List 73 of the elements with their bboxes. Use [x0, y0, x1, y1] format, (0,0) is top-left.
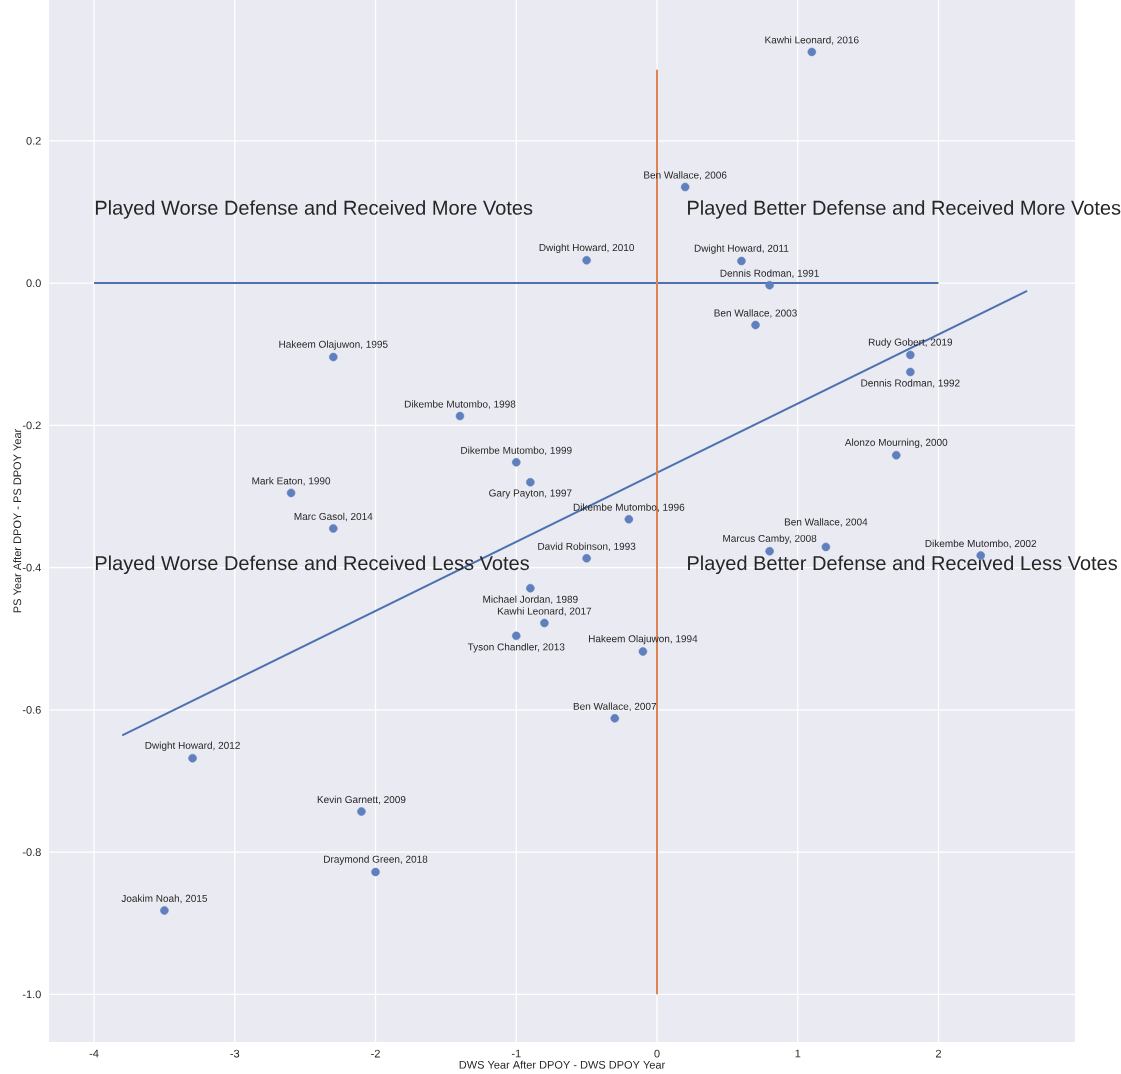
point	[737, 256, 746, 266]
point	[526, 477, 535, 487]
annotation: Dwight Howard, 2011	[694, 244, 789, 254]
y-tick-label: 0.0	[26, 279, 41, 287]
annotation: Hakeem Olajuwon, 1995	[279, 340, 388, 350]
point	[371, 867, 380, 877]
x-tick-label: -4	[89, 1049, 99, 1058]
annotation: Draymond Green, 2018	[324, 855, 428, 865]
annotation: Marc Gasol, 2014	[294, 512, 373, 522]
point	[511, 458, 521, 467]
y-tick-label: 0.2	[26, 136, 41, 145]
point	[582, 554, 591, 563]
x-tick-label: 2	[935, 1049, 941, 1058]
annotation: Dikembe Mutombo, 2002	[925, 539, 1037, 549]
annotation: Kawhi Leonard, 2016	[765, 36, 859, 45]
annotation: Dennis Rodman, 1992	[861, 379, 960, 388]
annotation: Played Worse Defense and Received More Votes	[95, 200, 533, 219]
y-tick-label: -0.6	[22, 705, 41, 714]
x-tick-label: 1	[795, 1049, 801, 1058]
point	[821, 542, 831, 552]
annotation: Mark Eaton, 1990	[252, 477, 331, 486]
point	[610, 714, 620, 723]
x-tick-label: -2	[371, 1049, 380, 1058]
annotation: David Robinson, 1993	[538, 542, 636, 552]
point	[638, 647, 648, 656]
point	[751, 320, 760, 330]
annotation: Dikembe Mutombo, 1998	[404, 400, 516, 409]
annotation: Dwight Howard, 2012	[145, 741, 240, 751]
annotation: Gary Payton, 1997	[489, 489, 572, 499]
y-tick-label: -0.4	[22, 563, 41, 572]
annotation: Dwight Howard, 2010	[539, 243, 635, 254]
point	[807, 47, 817, 57]
point	[906, 350, 915, 360]
annotation: Dikembe Mutombo, 1999	[461, 446, 572, 456]
annotation: Ben Wallace, 2003	[714, 309, 797, 318]
point	[624, 514, 634, 524]
point	[892, 450, 901, 460]
point	[680, 182, 690, 192]
x-tick-label: -3	[230, 1049, 240, 1058]
point	[906, 367, 915, 377]
x-axis-title: DWS Year After DPOY - DWS DPOY Year	[459, 1060, 666, 1069]
point	[765, 546, 774, 556]
y-tick-label: -1.0	[22, 990, 41, 999]
annotation: Played Worse Defense and Received Less Votes	[95, 555, 529, 575]
annotation: Marcus Camby, 2008	[723, 534, 817, 544]
point	[765, 280, 774, 290]
x-tick-label: -1	[511, 1049, 521, 1058]
point	[286, 488, 296, 498]
annotation: Kevin Garnett, 2009	[317, 795, 406, 805]
annotation: Played Better Defense and Received More Votes	[688, 200, 1121, 219]
y-tick-label: -0.2	[22, 421, 41, 430]
annotation: Tyson Chandler, 2013	[467, 643, 565, 653]
point	[526, 583, 535, 593]
point	[160, 906, 169, 915]
annotation: Joakim Noah, 2015	[121, 894, 208, 904]
point	[357, 807, 366, 816]
annotation: Ben Wallace, 2007	[573, 702, 657, 712]
annotation: Alonzo Mourning, 2000	[844, 438, 948, 448]
point	[511, 631, 521, 641]
y-tick-label: -0.8	[22, 848, 41, 856]
x-tick-label: 0	[654, 1049, 660, 1058]
point	[455, 411, 465, 421]
point	[329, 352, 338, 362]
annotation: Ben Wallace, 2004	[784, 518, 868, 527]
annotation: Michael Jordan, 1989	[483, 595, 578, 604]
annotation: Kawhi Leonard, 2017	[497, 607, 592, 616]
annotation: Dennis Rodman, 1991	[720, 269, 819, 278]
y-axis-title: PS Year After DPOY - PS DPOY Year	[13, 428, 22, 613]
annotation: Played Better Defense and Received Less Votes	[688, 555, 1117, 575]
point	[329, 524, 338, 533]
point	[188, 753, 197, 763]
point	[540, 618, 549, 628]
point	[582, 256, 591, 265]
